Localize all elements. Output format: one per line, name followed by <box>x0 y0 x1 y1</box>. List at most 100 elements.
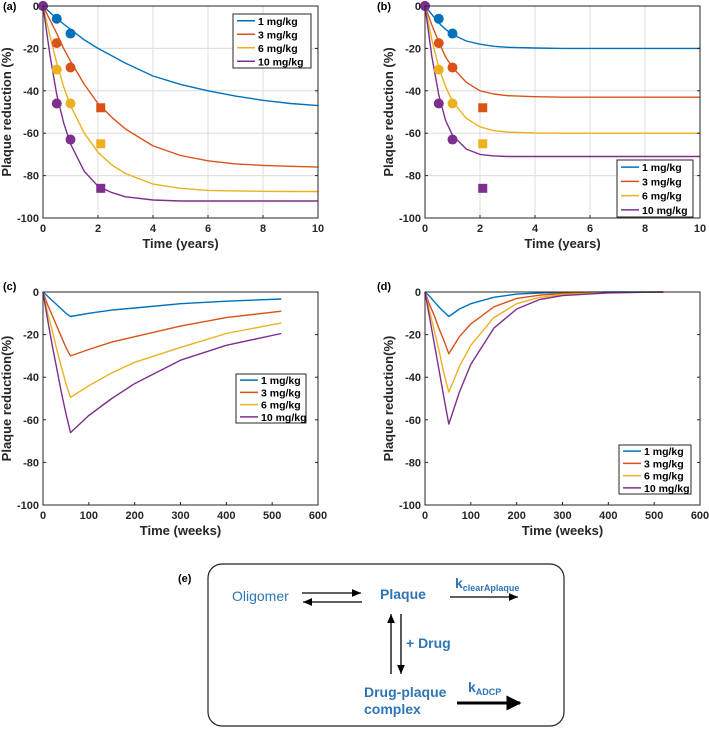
y-axis-label: Plaque reduction (%) <box>381 47 396 176</box>
observed-point <box>51 13 62 24</box>
y-tick-label: -40 <box>405 86 421 98</box>
x-tick-label: 600 <box>691 510 709 522</box>
x-tick-label: 4 <box>532 223 539 235</box>
legend-box <box>232 13 312 69</box>
observed-point <box>447 28 458 39</box>
observed-point <box>433 38 444 49</box>
k-adcp-label: kADCP <box>468 679 501 697</box>
x-tick-label: 10 <box>694 223 706 235</box>
legend-box <box>235 373 307 424</box>
observed-point <box>433 64 444 75</box>
legend-entry: 10 mg/kg <box>258 56 304 68</box>
x-tick-label: 500 <box>645 510 663 522</box>
series-line-10-mg-kg <box>424 291 664 425</box>
observed-point <box>447 98 458 109</box>
x-tick-label: 0 <box>40 223 46 235</box>
legend-entry: 3 mg/kg <box>642 176 682 188</box>
y-tick-label: -100 <box>17 500 39 512</box>
observed-point <box>65 134 76 145</box>
y-tick-label: -100 <box>17 213 39 225</box>
y-tick-label: 0 <box>415 287 421 299</box>
legend-entry: 6 mg/kg <box>261 400 301 412</box>
legend-entry: 3 mg/kg <box>644 458 684 470</box>
x-tick-label: 100 <box>80 510 98 522</box>
y-axis-label: Plaque reduction(%) <box>381 336 396 462</box>
plaque-label: Plaque <box>380 586 426 602</box>
y-tick-label: -80 <box>405 457 421 469</box>
x-tick-label: 400 <box>599 510 617 522</box>
panel-label: (d) <box>377 281 391 293</box>
observed-point <box>65 62 76 73</box>
y-tick-label: -20 <box>23 43 39 55</box>
series-line-1-mg-kg <box>424 291 664 318</box>
y-tick-label: 0 <box>415 1 421 13</box>
y-tick-label: 0 <box>33 1 39 13</box>
x-axis-label: Time (weeks) <box>522 523 603 538</box>
y-tick-label: -40 <box>405 372 421 384</box>
y-axis-label: Plaque reduction (%) <box>0 47 14 176</box>
legend-entry: 1 mg/kg <box>261 375 301 387</box>
x-tick-label: 0 <box>422 223 428 235</box>
observed-point <box>51 98 62 109</box>
y-tick-label: -20 <box>23 330 39 342</box>
legend-entry: 3 mg/kg <box>258 29 298 41</box>
legend-entry: 6 mg/kg <box>258 43 298 55</box>
legend-box <box>616 159 694 218</box>
x-tick-label: 400 <box>217 510 235 522</box>
diagram-box <box>207 563 565 727</box>
panel-c: 0 100 200 300 400 500 600 0 -20 -40 -60 -80 -100 Time… <box>0 281 327 538</box>
x-tick-label: 8 <box>642 223 648 235</box>
panel-label-e: (e) <box>178 573 192 585</box>
observed-point <box>447 62 458 73</box>
series-line-6-mg-kg <box>424 5 700 134</box>
observed-point <box>51 38 62 49</box>
y-tick-label: -100 <box>399 213 421 225</box>
x-tick-label: 600 <box>309 510 327 522</box>
x-tick-label: 4 <box>150 223 157 235</box>
legend-entry: 10 mg/kg <box>644 483 690 495</box>
x-axis-label: Time (weeks) <box>140 523 221 538</box>
x-tick-label: 500 <box>263 510 281 522</box>
panel-label: (a) <box>3 1 17 13</box>
panel-a: 0 2 4 6 8 10 0 -20 -40 -60 -80 -100 Time (years) Plaq… <box>0 1 324 251</box>
legend-entry: 1 mg/kg <box>642 162 682 174</box>
series-line-6-mg-kg <box>424 291 664 393</box>
panel-b: 0 2 4 6 8 10 0 -20 -40 -60 -80 -100 Time (years) Plaq… <box>377 1 706 251</box>
series-line-10-mg-kg <box>424 5 700 158</box>
series-line-6-mg-kg <box>42 5 318 193</box>
legend-entry: 1 mg/kg <box>644 446 684 458</box>
observed-square <box>478 103 488 113</box>
x-axis-label: Time (years) <box>524 236 600 251</box>
y-axis-label: Plaque reduction(%) <box>0 336 14 462</box>
x-axis-label: Time (years) <box>142 236 218 251</box>
series-line-10-mg-kg <box>42 5 318 202</box>
x-tick-label: 100 <box>462 510 480 522</box>
series-line-10-mg-kg <box>42 291 282 434</box>
complex-label-line2: complex <box>364 701 421 717</box>
legend-entry: 1 mg/kg <box>258 16 298 28</box>
y-tick-label: -80 <box>23 171 39 183</box>
y-tick-label: -80 <box>405 171 421 183</box>
observed-point <box>433 13 444 24</box>
series-line-3-mg-kg <box>424 5 700 98</box>
x-tick-label: 8 <box>260 223 266 235</box>
series-line-6-mg-kg <box>42 291 282 399</box>
x-tick-label: 2 <box>95 223 101 235</box>
observed-square <box>478 183 488 193</box>
y-tick-label: -80 <box>23 457 39 469</box>
x-tick-label: 0 <box>422 510 428 522</box>
x-tick-label: 200 <box>507 510 525 522</box>
drug-label: + Drug <box>406 635 451 651</box>
observed-square <box>96 183 106 193</box>
legend-entry: 10 mg/kg <box>642 205 688 217</box>
x-tick-label: 10 <box>312 223 324 235</box>
y-tick-label: -60 <box>23 128 39 140</box>
x-tick-label: 200 <box>125 510 143 522</box>
axes-box <box>42 5 319 219</box>
panel-label: (b) <box>377 1 391 13</box>
